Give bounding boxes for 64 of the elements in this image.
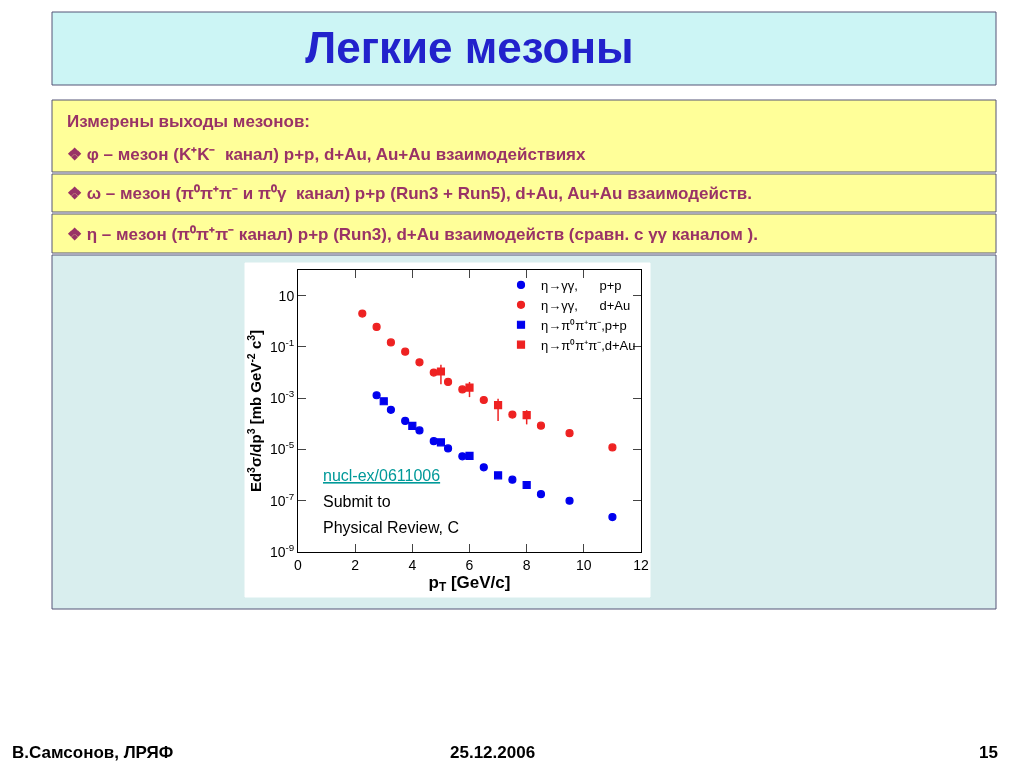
y-tick-label: 10$^{-7}$ [269,490,295,509]
point [493,471,503,480]
legend-label: η→π⁰π⁺π⁻,d+Au [541,337,636,353]
point [522,410,531,420]
text: 25.12.2006 [450,743,536,762]
x-tick-label: 0 [294,556,303,573]
point [401,347,410,356]
point [458,452,467,461]
legend-label: η→γγ, p+p [541,278,622,294]
point [443,377,453,387]
point [386,405,395,414]
point [443,444,453,453]
x-tick-label: 12 [633,556,649,573]
y-tick-label: 10$^{-5}$ [269,439,295,458]
annotation: Physical Review, C [323,519,460,536]
point [436,367,446,376]
point [608,443,617,452]
legend-label: η→γγ, d+Au [541,297,631,313]
x-tick-label: 6 [465,556,474,573]
text: ❖ ω – мезон (π⁰π⁺π⁻ и π⁰γ канал) p+p (Run3 + Run5), d+Au, Au+Au взаимодейств. [67,184,752,203]
point [493,400,503,410]
annotation: Submit to [323,493,391,510]
point [465,383,474,392]
point [386,338,395,347]
y-tick-label: 10$^{-3}$ [269,388,295,407]
text: Измерены выходы мезонов: [67,112,311,131]
text: ❖ η – мезон (π⁰π⁺π⁻ канал) p+p (Run3), d+Au взаимодейств (сравн. с γγ каналом ). [67,225,758,244]
x-axis-title: p$_{T}$ [GeV/c] [428,572,511,595]
chart-title: Легкие мезоны [305,23,634,73]
point [372,322,381,332]
point [536,421,546,430]
x-tick-label: 4 [408,556,417,573]
point [565,429,574,438]
x-tick-label: 10 [576,556,592,573]
point [536,490,546,499]
text: ❖ φ – мезон (K⁺K⁻ канал) p+p, d+Au, Au+Au взаимодействиях [67,145,587,164]
point [522,480,531,490]
point [379,397,388,406]
point [465,451,474,461]
y-tick-label: 10$^{-1}$ [269,336,295,355]
point [479,395,488,405]
x-tick-label: 8 [522,556,531,573]
point [436,438,446,447]
text: 15 [979,743,998,762]
point [458,385,467,394]
point [358,309,367,318]
point [508,410,517,419]
legend-label: η→π⁰π⁺π⁻,p+p [541,317,627,333]
x-tick-label: 2 [351,556,360,573]
point [565,496,574,505]
point [408,421,417,430]
point [401,416,410,425]
text: В.Самсонов, ЛРЯФ [12,743,174,762]
point [479,463,488,472]
point [429,368,438,377]
point [608,512,617,522]
y-tick-label: 10 [278,287,295,304]
point [508,475,517,484]
point [415,426,424,435]
point [372,391,381,400]
point [415,358,424,367]
annotation: nucl-ex/0611006 [323,467,441,484]
y-tick-label: 10$^{-9}$ [269,542,295,560]
point [429,437,438,446]
